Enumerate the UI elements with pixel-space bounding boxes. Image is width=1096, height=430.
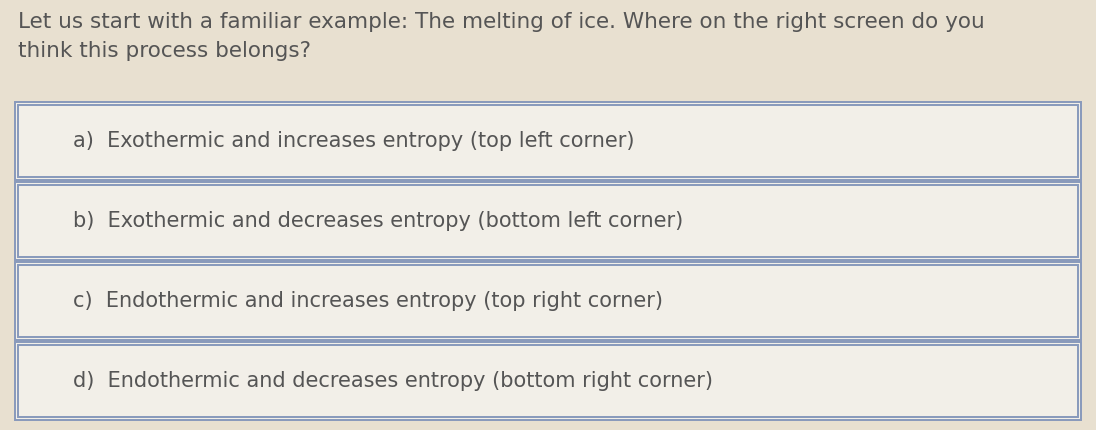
Text: Let us start with a familiar example: The melting of ice. Where on the right scr: Let us start with a familiar example: Th… — [18, 12, 984, 61]
Bar — [18, 105, 1078, 177]
Text: a)  Exothermic and increases entropy (top left corner): a) Exothermic and increases entropy (top… — [73, 131, 635, 151]
Text: d)  Endothermic and decreases entropy (bottom right corner): d) Endothermic and decreases entropy (bo… — [73, 371, 713, 391]
Bar — [15, 262, 1081, 340]
Text: b)  Exothermic and decreases entropy (bottom left corner): b) Exothermic and decreases entropy (bot… — [73, 211, 683, 231]
Bar — [18, 345, 1078, 417]
Bar — [15, 182, 1081, 260]
Bar — [18, 265, 1078, 337]
Text: c)  Endothermic and increases entropy (top right corner): c) Endothermic and increases entropy (to… — [73, 291, 663, 311]
Bar — [15, 342, 1081, 420]
Bar — [15, 102, 1081, 180]
Bar — [18, 185, 1078, 257]
